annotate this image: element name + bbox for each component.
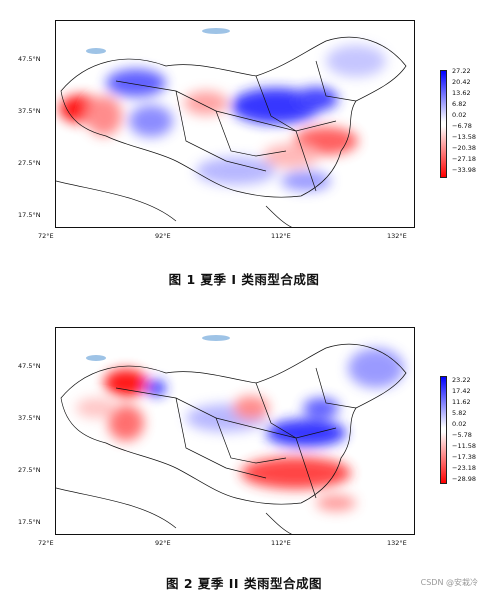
y-tick-label: 27.5°N	[18, 159, 41, 167]
figure-1: 47.5°N 37.5°N 27.5°N 17.5°N 72°E 92°E 11…	[18, 20, 477, 287]
colorbar-label: 6.82	[452, 100, 467, 108]
watermark: CSDN @安栽冷	[420, 578, 478, 587]
map-panel-1	[55, 20, 415, 228]
x-tick-label: 72°E	[38, 232, 54, 240]
colorbar-label: −28.98	[452, 475, 477, 483]
colorbar-label: 0.02	[452, 420, 467, 428]
colorbar-label: 20.42	[452, 78, 471, 86]
colorbar-label: −11.58	[452, 442, 477, 450]
rainfall-map-1	[56, 28, 407, 227]
y-tick-label: 17.5°N	[18, 211, 41, 219]
colorbar-label: 17.42	[452, 387, 471, 395]
x-tick-label: 72°E	[38, 539, 54, 547]
y-tick-label: 17.5°N	[18, 518, 41, 526]
colorbar-label: −13.58	[452, 133, 477, 141]
colorbar-2	[440, 376, 447, 484]
colorbar-label: 5.82	[452, 409, 467, 417]
colorbar-label: 11.62	[452, 398, 471, 406]
colorbar-label: −23.18	[452, 464, 477, 472]
x-tick-label: 92°E	[155, 539, 171, 547]
colorbar-1	[440, 70, 447, 178]
colorbar-label: −20.38	[452, 144, 477, 152]
y-tick-label: 47.5°N	[18, 55, 41, 63]
figure-caption-1: 图 1 夏季 I 类雨型合成图	[168, 272, 320, 287]
colorbar-label: −17.38	[452, 453, 477, 461]
colorbar-label: −6.78	[452, 122, 472, 130]
colorbar-label: 27.22	[452, 67, 471, 75]
colorbar-label: 13.62	[452, 89, 471, 97]
x-tick-label: 92°E	[155, 232, 171, 240]
y-tick-label: 27.5°N	[18, 466, 41, 474]
colorbar-label: 23.22	[452, 376, 471, 384]
figure-2: 47.5°N 37.5°N 27.5°N 17.5°N 72°E 92°E 11…	[0, 300, 488, 597]
rainfall-map-2	[56, 335, 407, 534]
colorbar-label: −27.18	[452, 155, 477, 163]
colorbar-label: −5.78	[452, 431, 472, 439]
y-tick-label: 47.5°N	[18, 362, 41, 370]
x-tick-label: 132°E	[387, 539, 407, 547]
x-tick-label: 132°E	[387, 232, 407, 240]
colorbar-label: 0.02	[452, 111, 467, 119]
y-tick-label: 37.5°N	[18, 414, 41, 422]
figure-caption-2: 图 2 夏季 II 类雨型合成图	[166, 576, 322, 591]
colorbar-label: −33.98	[452, 166, 477, 174]
x-tick-label: 112°E	[271, 232, 291, 240]
y-tick-label: 37.5°N	[18, 107, 41, 115]
x-tick-label: 112°E	[271, 539, 291, 547]
map-panel-2	[55, 327, 415, 535]
